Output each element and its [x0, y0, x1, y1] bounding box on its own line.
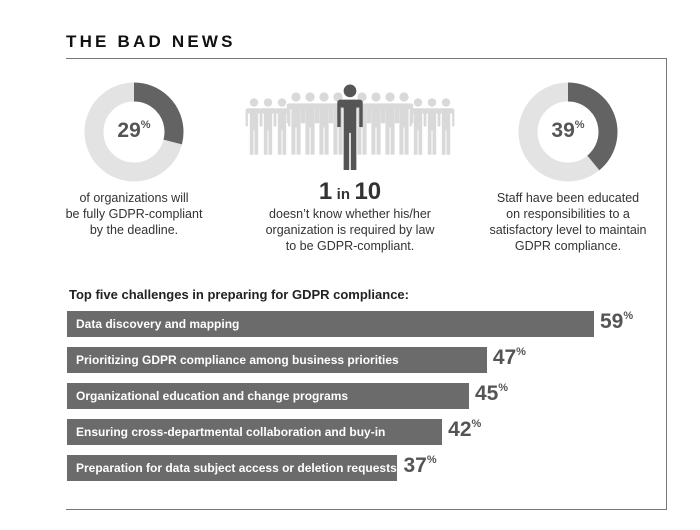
stat-2-line: organization is required by law [265, 223, 435, 237]
bar: Prioritizing GDPR compliance among busin… [67, 347, 487, 373]
stat-3-value: 39% [518, 119, 618, 143]
person-icon [328, 92, 348, 155]
donut-chart-1 [84, 82, 184, 182]
bar-value-label: 45% [474, 382, 509, 405]
stat-1-line: be fully GDPR-compliant [65, 207, 203, 221]
person-icon [423, 98, 441, 155]
bar-label: Ensuring cross-departmental collaboratio… [76, 425, 386, 439]
stat-3-line: satisfactory level to maintain [489, 223, 647, 237]
people-icon-group [245, 84, 455, 171]
donut-chart-3 [518, 82, 618, 182]
stat-1-line: by the deadline. [89, 223, 179, 237]
stat-3-description: Staff have been educated on responsibili… [478, 190, 658, 254]
person-icon [286, 92, 306, 155]
ratio-one: 1 [318, 178, 333, 205]
bar-label: Organizational education and change prog… [76, 389, 349, 403]
person-icon [394, 92, 414, 155]
chart-title: Top five challenges in preparing for GDP… [69, 287, 409, 302]
donut-1-arc [84, 82, 184, 182]
bar-value-label: 59% [600, 310, 634, 333]
stat-3-line: on responsibilities to a [506, 207, 630, 221]
stat-1-description: of organizations will be fully GDPR-comp… [54, 190, 214, 238]
bar-value-label: 47% [492, 346, 526, 369]
person-highlight-icon [337, 84, 363, 171]
stat-1-line: of organizations will [79, 191, 189, 205]
bar-label: Preparation for data subject access or d… [76, 461, 397, 475]
person-icon [259, 98, 277, 155]
page-title: THE BAD NEWS [66, 32, 236, 51]
bar: Organizational education and change prog… [67, 383, 469, 409]
stat-3-percent: % [574, 119, 585, 131]
stat-1-value: 29% [84, 119, 184, 143]
bar: Preparation for data subject access or d… [67, 455, 398, 481]
stat-1-percent: % [140, 119, 151, 131]
person-icon [437, 98, 455, 155]
stat-3-line: GDPR compliance. [514, 239, 622, 253]
stat-1-number: 29 [117, 119, 141, 142]
person-icon [314, 92, 334, 155]
content-frame [66, 58, 667, 510]
stat-3-line: Staff have been educated [496, 191, 640, 205]
ratio-ten: 10 [354, 178, 382, 205]
bar-label: Prioritizing GDPR compliance among busin… [76, 353, 399, 367]
donut-3-arc [518, 82, 618, 182]
bar-label: Data discovery and mapping [76, 317, 240, 331]
bar-value-label: 37% [403, 454, 437, 477]
person-icon [366, 92, 386, 155]
stat-3-number: 39 [551, 119, 575, 142]
person-icon [352, 92, 372, 155]
person-icon [245, 98, 263, 155]
stat-2-ratio: 1 in 10 [270, 178, 430, 206]
bar-value-label: 42% [448, 418, 482, 441]
stat-2-line: doesn’t know whether his/her [269, 207, 431, 221]
ratio-in: in [336, 186, 350, 203]
bar: Data discovery and mapping [67, 311, 594, 337]
stat-2-line: to be GDPR-compliant. [285, 239, 415, 253]
stat-2-description: doesn’t know whether his/her organizatio… [245, 206, 455, 254]
person-icon [300, 92, 320, 155]
person-icon [380, 92, 400, 155]
bar: Ensuring cross-departmental collaboratio… [67, 419, 443, 445]
